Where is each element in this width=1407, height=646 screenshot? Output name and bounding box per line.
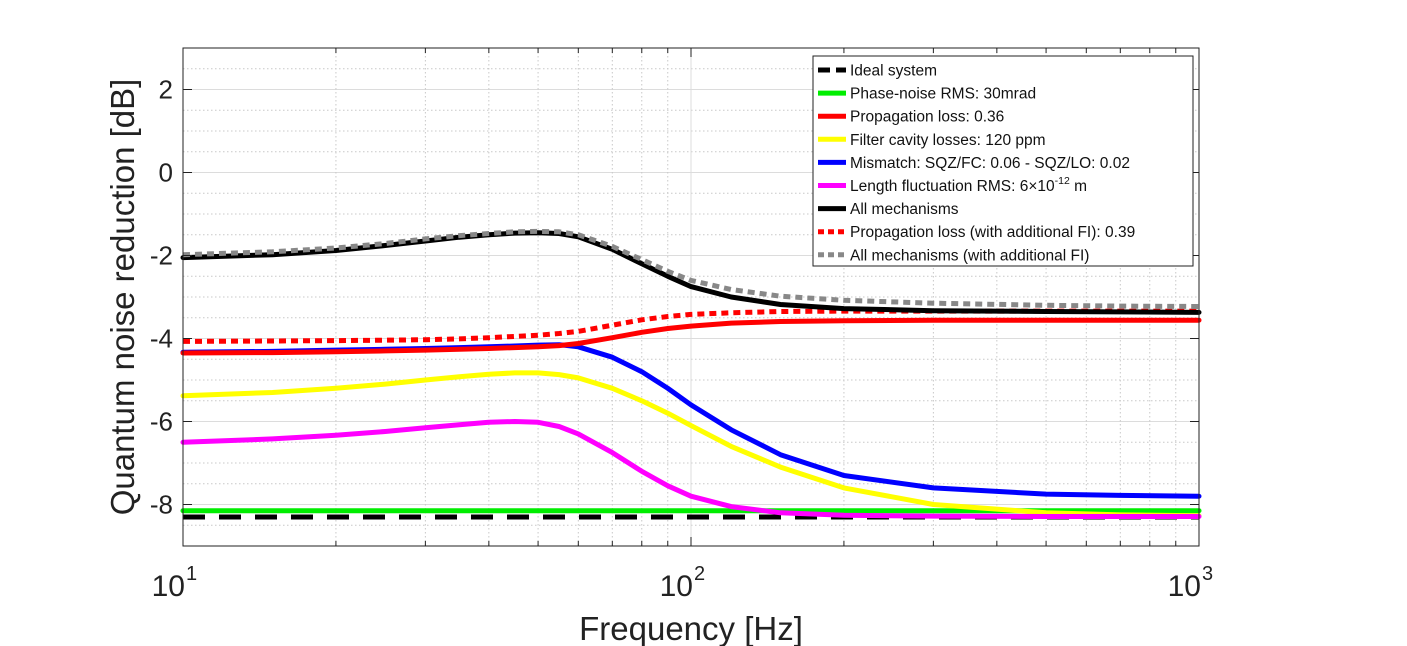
series-line-9 xyxy=(182,228,1200,309)
x-tick-label: 10 2 xyxy=(660,563,706,603)
series-line-4 xyxy=(180,370,1202,519)
y-tick-label: 2 xyxy=(159,75,173,105)
y-tick-label: -6 xyxy=(150,407,173,437)
legend-label: All mechanisms (with additional FI) xyxy=(850,247,1089,264)
x-tick-label: 10 3 xyxy=(1168,563,1214,603)
y-tick-label: -8 xyxy=(150,490,173,520)
legend-label: Phase-noise RMS: 30mrad xyxy=(850,86,1036,103)
series-line-3 xyxy=(180,317,1202,356)
legend-box xyxy=(812,55,1194,267)
y-axis-label: Quantum noise reduction [dB] xyxy=(104,79,141,516)
legend-label: Mismatch: SQZ/FC: 0.06 - SQZ/LO: 0.02 xyxy=(850,155,1130,172)
y-tick-label: -4 xyxy=(150,324,173,354)
legend-label: Propagation loss (with additional FI): 0… xyxy=(850,224,1135,241)
legend-label: Length fluctuation RMS: 6×10-12 m xyxy=(850,175,1087,195)
legend-label: Propagation loss: 0.36 xyxy=(850,109,1004,126)
x-tick-label-base: 10 xyxy=(660,570,693,603)
x-tick-label-exponent: 3 xyxy=(1202,563,1213,585)
series-lines xyxy=(180,228,1202,520)
legend: Ideal system Phase-noise RMS: 30mrad Propa… xyxy=(812,55,1194,267)
legend-label: All mechanisms xyxy=(850,201,959,218)
y-tick-label: 0 xyxy=(159,158,173,188)
series-line-8 xyxy=(182,308,1199,344)
x-tick-label-base: 10 xyxy=(1168,570,1201,603)
x-tick-label-base: 10 xyxy=(152,570,185,603)
y-tick-labels: 2 0 -2 -4 -6 -8 xyxy=(150,75,173,520)
x-tick-label-exponent: 2 xyxy=(694,563,705,585)
y-tick-label: -2 xyxy=(150,241,173,271)
legend-label: Ideal system xyxy=(850,63,937,80)
legend-label: Filter cavity losses: 120 ppm xyxy=(850,132,1046,149)
series-line-6 xyxy=(180,419,1202,519)
x-axis-label: Frequency [Hz] xyxy=(579,610,803,646)
x-tick-labels: 10 1 10 2 10 3 xyxy=(152,563,1214,603)
x-tick-label: 10 1 xyxy=(152,563,198,603)
x-tick-label-exponent: 1 xyxy=(186,563,197,585)
